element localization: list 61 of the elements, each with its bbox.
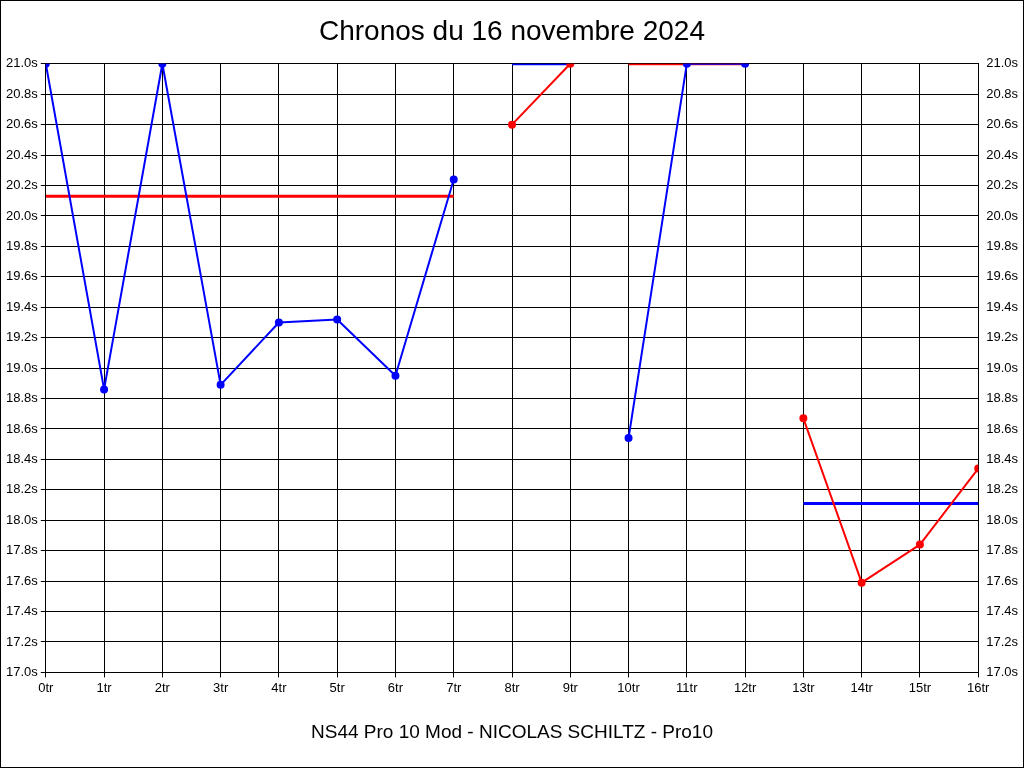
y-tick-label: 17.0s <box>5 663 39 679</box>
y-tick-label: 20.8s <box>5 85 39 101</box>
y2-tick-label: 18.6s <box>986 420 1019 436</box>
x-tick-label: 15tr <box>908 679 932 695</box>
y-tick-label: 20.0s <box>5 207 39 223</box>
y-tick-label: 19.2s <box>5 329 39 345</box>
y2-tick-label: 19.4s <box>986 298 1019 314</box>
x-tick-label: 2tr <box>154 679 171 695</box>
y2-tick-label: 17.4s <box>986 603 1019 619</box>
y-tick-label: 17.2s <box>5 633 39 649</box>
x-tick-label: 1tr <box>96 679 113 695</box>
x-tick-label: 11tr <box>676 679 699 695</box>
chart-title: Chronos du 16 novembre 2024 <box>317 15 706 47</box>
y-tick-label: 17.8s <box>5 542 39 558</box>
y2-tick-label: 19.6s <box>986 268 1019 284</box>
y-tick-label: 19.8s <box>5 237 39 253</box>
y2-tick-label: 17.8s <box>986 542 1019 558</box>
y2-tick-label: 20.4s <box>986 146 1019 162</box>
x-tick-label: 14tr <box>850 679 874 695</box>
y-tick-label: 18.0s <box>5 511 39 527</box>
y-tick-label: 20.4s <box>5 146 39 162</box>
y-tick-label: 19.0s <box>5 359 39 375</box>
y-tick-label: 18.2s <box>5 481 39 497</box>
x-tick-label: 7tr <box>446 679 462 695</box>
x-tick-label: 16tr <box>967 679 991 695</box>
y-tick-label: 17.4s <box>5 603 39 619</box>
y2-tick-label: 18.8s <box>986 390 1019 406</box>
y2-tick-label: 19.2s <box>986 329 1019 345</box>
x-tick-label: 6tr <box>387 679 404 695</box>
y2-tick-label: 18.0s <box>986 511 1019 527</box>
x-tick-label: 13tr <box>792 679 816 695</box>
x-tick-label: 8tr <box>504 679 521 695</box>
y2-tick-label: 18.2s <box>986 481 1019 497</box>
y2-tick-label: 21.0s <box>986 55 1019 71</box>
text: NS44 Pro 10 Mod - NICOLAS SCHILTZ - Pro10 <box>310 721 714 743</box>
y-tick-label: 19.4s <box>5 298 39 314</box>
y2-tick-label: 17.0s <box>986 663 1019 679</box>
y2-tick-label: 18.4s <box>986 450 1019 466</box>
y-tick-label: 18.4s <box>5 450 39 466</box>
x-tick-label: 9tr <box>562 679 579 695</box>
y2-tick-label: 20.0s <box>986 207 1019 223</box>
y-tick-label: 20.2s <box>5 177 39 193</box>
x-tick-label: 12tr <box>733 679 757 695</box>
x-tick-label: 4tr <box>271 679 288 695</box>
y-tick-label: 20.6s <box>5 116 39 132</box>
x-tick-label: 0tr <box>38 679 55 695</box>
y-tick-label: 19.6s <box>5 268 39 284</box>
x-tick-label: 3tr <box>213 679 229 695</box>
y-tick-label: 18.8s <box>5 390 39 406</box>
x-tick-label: 10tr <box>617 679 641 695</box>
y2-tick-label: 20.8s <box>986 85 1019 101</box>
y2-tick-label: 17.6s <box>986 572 1019 588</box>
y-tick-label: 18.6s <box>5 420 39 436</box>
y-tick-label: 21.0s <box>5 55 39 71</box>
y2-tick-label: 17.2s <box>986 633 1019 649</box>
y2-tick-label: 20.2s <box>986 177 1019 193</box>
y2-tick-label: 20.6s <box>986 116 1019 132</box>
y2-tick-label: 19.0s <box>986 359 1019 375</box>
y-tick-label: 17.6s <box>5 572 39 588</box>
x-tick-label: 5tr <box>329 679 346 695</box>
y2-tick-label: 19.8s <box>986 237 1019 253</box>
